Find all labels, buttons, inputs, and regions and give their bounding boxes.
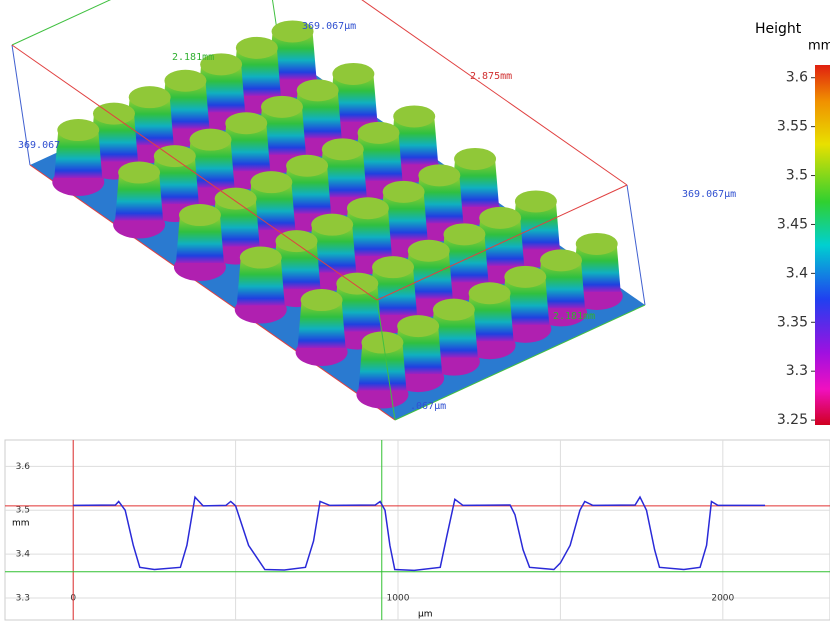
bump-top (250, 171, 292, 193)
bump-top (418, 164, 460, 186)
dim-label: 2.181mm (553, 311, 595, 322)
bump-top (347, 197, 389, 219)
bump-top (515, 190, 557, 212)
bump-top (408, 240, 450, 262)
y-axis-label: mm (12, 519, 30, 529)
bump-top (179, 204, 221, 226)
bump-top (469, 282, 511, 304)
colorbar-tick-label: 3.4 (786, 265, 808, 281)
bump-top (383, 181, 425, 203)
colorbar-title: Height (755, 21, 802, 37)
bump-top (433, 299, 475, 321)
bump-top (240, 247, 282, 269)
bump-top (225, 112, 267, 134)
bump-top (454, 148, 496, 170)
dim-label: .067µm (410, 401, 446, 412)
x-tick-label: 2000 (711, 594, 734, 604)
colorbar-tick-label: 3.6 (786, 70, 808, 86)
bump-top (479, 207, 521, 229)
bump-top (297, 79, 339, 101)
surface-plot (12, 0, 645, 420)
colorbar-tick-label: 3.35 (777, 314, 808, 330)
dim-label: 2.181mm (172, 52, 214, 63)
x-axis-label: µm (418, 610, 433, 620)
bump-top (358, 122, 400, 144)
colorbar-tick-label: 3.3 (786, 363, 808, 379)
y-tick-label: 3.6 (16, 462, 31, 472)
colorbar-tick-label: 3.55 (777, 119, 808, 135)
bump-top (372, 256, 414, 278)
box-edge (627, 185, 645, 305)
colorbar-tick-label: 3.25 (777, 412, 808, 428)
bump-top (504, 266, 546, 288)
bump-top (301, 289, 343, 311)
dim-label: 369.067µm (302, 21, 356, 32)
y-tick-label: 3.3 (16, 594, 30, 604)
bump-top (576, 233, 618, 255)
colorbar-tick-label: 3.45 (777, 216, 808, 232)
bump-top (393, 105, 435, 127)
bump-top (129, 86, 171, 108)
colorbar-tick-label: 3.5 (786, 168, 808, 184)
bump-top (322, 138, 364, 160)
bump-top (164, 70, 206, 92)
dim-label: 369.067µm (682, 189, 736, 200)
screenshot: 369.067µm 2.181mm 2.875mm 369.067 369.06… (0, 0, 830, 621)
bump-top (236, 37, 278, 59)
y-tick-label: 3.4 (16, 550, 31, 560)
bump-top (332, 63, 374, 85)
x-tick-label: 1000 (387, 594, 410, 604)
bump-top (540, 249, 582, 271)
y-tick-label: 3.5 (16, 506, 30, 516)
bump-top (190, 129, 232, 151)
dim-label: 369.067 (18, 140, 60, 151)
bump-top (286, 155, 328, 177)
bump-top (118, 162, 160, 184)
colorbar (815, 65, 830, 425)
bump-top (261, 96, 303, 118)
plot-area (5, 440, 830, 620)
profile-chart: mm µm 3.33.43.53.6010002000 (5, 440, 830, 620)
box-edge (12, 0, 262, 45)
bump-top (311, 214, 353, 236)
bump-top (397, 315, 439, 337)
colorbar-unit: mm (808, 39, 830, 54)
colorbar-ticks: 3.25 3.3 3.35 3.4 3.45 3.5 3.55 3.6 (777, 70, 815, 428)
bump-top (57, 119, 99, 141)
dim-label: 2.875mm (470, 71, 512, 82)
bump-top (443, 223, 485, 245)
